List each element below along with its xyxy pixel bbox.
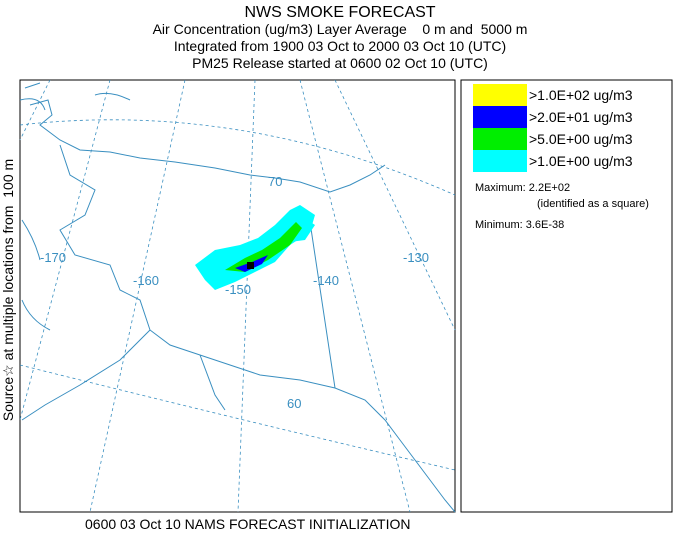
legend-swatch (473, 106, 527, 128)
coastline (21, 99, 456, 513)
graticule-label: -170 (40, 250, 66, 265)
subtitle: Integrated from 1900 03 Oct to 2000 03 O… (174, 38, 506, 54)
meridian (299, 79, 411, 513)
footer: 0600 03 Oct 10 NAMS FORECAST INITIALIZAT… (85, 516, 410, 532)
meridian (334, 79, 456, 331)
legend-swatch (473, 150, 527, 172)
meridian (237, 79, 256, 513)
meridian (19, 79, 111, 421)
legend-label: >1.0E+00 ug/m3 (529, 153, 633, 169)
map-frame (19, 79, 456, 513)
maximum: Maximum: 2.2E+02 (475, 182, 570, 194)
legend-label: >5.0E+00 ug/m3 (529, 131, 633, 147)
graticule-label: -130 (403, 250, 429, 265)
meridian (19, 79, 51, 141)
subtitle: Air Concentration (ug/m3) Layer Average … (153, 21, 528, 37)
graticule-label: 60 (287, 396, 301, 411)
graticule-label: -160 (133, 273, 159, 288)
parallel (19, 119, 456, 196)
graticule-label: -140 (313, 273, 339, 288)
meridian (89, 79, 186, 513)
parallel (19, 364, 456, 471)
legend-swatch (473, 84, 527, 106)
side-label: Source☆ at multiple locations from 100 m (0, 159, 16, 421)
legend-label: >2.0E+01 ug/m3 (529, 109, 633, 125)
legend: Maximum: 2.2E+02 (identified as a square… (460, 79, 673, 513)
coastline (19, 82, 131, 331)
graticule-label: 70 (268, 174, 282, 189)
note: (identified as a square) (537, 198, 649, 210)
subtitle: PM25 Release started at 0600 02 Oct 10 (… (192, 55, 488, 71)
title: NWS SMOKE FORECAST (244, 4, 435, 21)
legend-label: >1.0E+02 ug/m3 (529, 87, 633, 103)
legend-swatch (473, 128, 527, 150)
graticule-label: -150 (225, 282, 251, 297)
smoke-plume (195, 205, 315, 290)
minimum: Minimum: 3.6E-38 (475, 219, 564, 231)
map: 70 -170 -160 -150 -140 -130 60 (19, 79, 456, 513)
